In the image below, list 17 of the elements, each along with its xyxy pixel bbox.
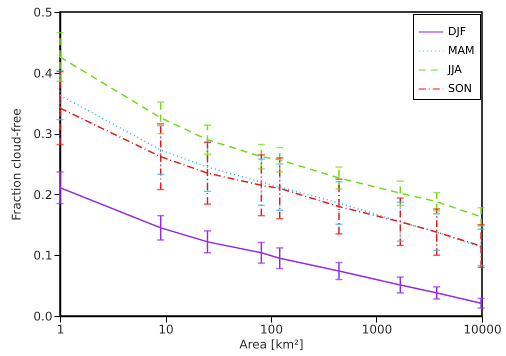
x-tick-label: 1 <box>56 322 64 336</box>
legend-label: DJF <box>448 25 466 38</box>
legend-label: JJA <box>447 63 462 76</box>
x-axis-title: Area [km²] <box>239 338 304 352</box>
x-tick-label: 10 <box>158 322 174 336</box>
y-axis-title: Fraction cloud-free <box>9 108 24 221</box>
y-tick-label: 0.2 <box>33 188 52 202</box>
y-tick-label: 0.1 <box>33 248 52 263</box>
x-tick-label: 100 <box>260 322 283 336</box>
x-tick-label: 1000 <box>362 322 392 336</box>
legend-label: SON <box>448 82 472 95</box>
y-tick-label: 0.5 <box>33 6 52 20</box>
legend-label: MAM <box>448 44 475 57</box>
y-tick-label: 0.0 <box>33 310 52 324</box>
y-tick-label: 0.4 <box>33 66 52 80</box>
y-tick-label: 0.3 <box>33 127 52 142</box>
x-tick-label: 10000 <box>463 322 502 336</box>
